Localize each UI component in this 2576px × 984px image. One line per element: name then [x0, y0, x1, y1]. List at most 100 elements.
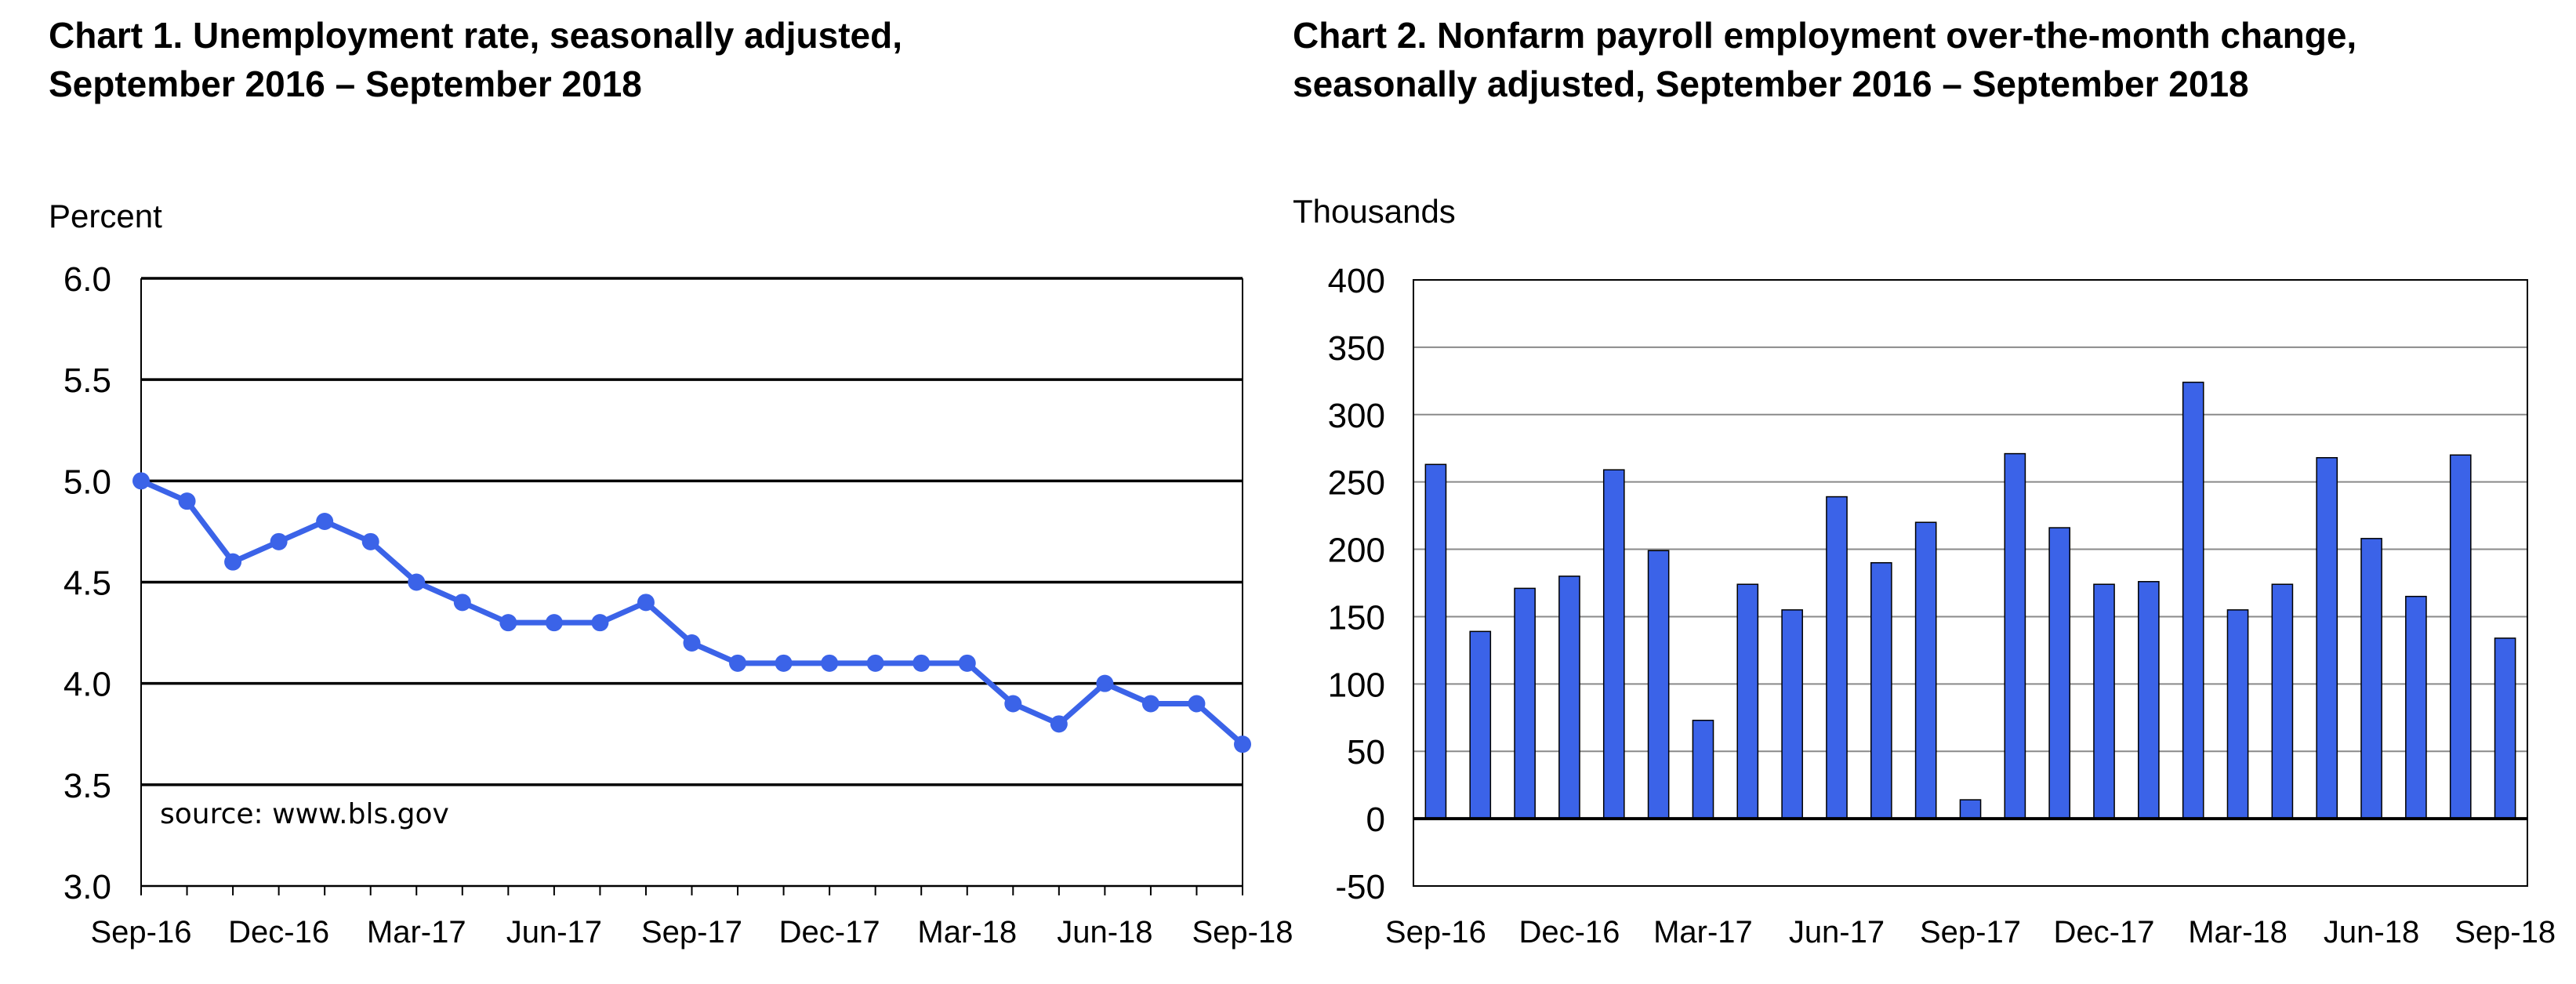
data-point [1234, 735, 1251, 753]
bar [2093, 583, 2115, 819]
x-tick-label: Sep-18 [2454, 915, 2556, 950]
bar [1692, 719, 1714, 819]
y-tick-label: 3.0 [63, 868, 111, 906]
bar [2138, 581, 2160, 819]
series-line-unemployment [140, 478, 1245, 746]
x-tick-label: Mar-18 [917, 915, 1017, 950]
x-tick-label: Sep-16 [91, 915, 192, 950]
data-point [132, 472, 150, 490]
x-tick-label: Dec-16 [1518, 915, 1620, 950]
chart-title-line-2: seasonally adjusted, September 2016 – Se… [1293, 64, 2249, 104]
plot-border [1413, 279, 2528, 887]
y-tick-label: 150 [1328, 598, 1385, 637]
y-tick-label: 4.5 [63, 565, 111, 603]
bar [1959, 799, 1982, 819]
x-tick-label: Dec-17 [779, 915, 880, 950]
data-point [729, 654, 747, 672]
y-tick-label: 350 [1328, 329, 1385, 368]
y-tick-label: 0 [1366, 801, 1385, 839]
x-tick-label: Sep-18 [1192, 915, 1293, 950]
y-tick-label: 300 [1328, 397, 1385, 435]
chart-title-line-1: Chart 2. Nonfarm payroll employment over… [1293, 15, 2357, 56]
data-point [453, 594, 471, 612]
y-tick-label: 5.0 [63, 463, 111, 501]
data-point [866, 654, 884, 672]
data-point [499, 614, 517, 632]
x-tick-label: Dec-17 [2054, 915, 2155, 950]
y-tick-label: 5.5 [63, 361, 111, 400]
data-point [775, 654, 793, 672]
bar [1602, 469, 1625, 819]
line-chart-plot: 6.0 5.5 5.0 4.5 4.0 3.5 3.0 Sep-16 Dec-16 Mar-17 J… [63, 260, 1293, 950]
bar [1424, 463, 1447, 819]
data-point [178, 492, 196, 510]
x-tick-label: Jun-17 [1789, 915, 1885, 950]
data-point [683, 634, 701, 652]
bar [1914, 521, 1937, 819]
bar [2048, 527, 2071, 819]
bar [1826, 496, 1848, 819]
data-point [270, 532, 288, 550]
bar [2494, 637, 2516, 819]
x-tick-label: Jun-18 [2324, 915, 2419, 950]
data-point [1004, 695, 1022, 713]
data-point [224, 553, 242, 571]
data-point [958, 654, 976, 672]
data-point [1188, 695, 1206, 713]
bar [2182, 381, 2204, 819]
data-point [912, 654, 931, 672]
x-tick-label: Sep-17 [1920, 915, 2021, 950]
chart-nonfarm-payroll: Chart 2. Nonfarm payroll employment over… [1288, 0, 2576, 984]
x-tick-label: Sep-17 [641, 915, 742, 950]
bar [2360, 538, 2382, 819]
bar [1647, 550, 1670, 819]
x-tick-label: Dec-16 [228, 915, 329, 950]
bar [2316, 456, 2338, 819]
bar [1469, 630, 1492, 819]
y-tick-label: 200 [1328, 532, 1385, 570]
y-tick-label: -50 [1335, 868, 1385, 906]
chart-title: Chart 1. Unemployment rate, seasonally a… [49, 11, 1225, 108]
bar [2271, 583, 2294, 819]
data-point [591, 614, 609, 632]
data-point [1050, 715, 1068, 733]
x-tick-label: Mar-17 [1653, 915, 1753, 950]
x-tick-label: Jun-18 [1057, 915, 1152, 950]
chart-title-line-2: September 2016 – September 2018 [49, 64, 642, 104]
bar [1558, 576, 1580, 819]
y-tick-label: 100 [1328, 666, 1385, 704]
data-point [408, 573, 426, 591]
y-tick-label: 6.0 [63, 260, 111, 299]
data-point [637, 594, 655, 612]
bar [2449, 454, 2472, 819]
y-axis-unit-label: Thousands [1293, 193, 1456, 230]
data-point [545, 614, 563, 632]
data-point [316, 513, 334, 530]
bar [2405, 595, 2427, 819]
data-point [1141, 695, 1159, 713]
bar [1514, 587, 1536, 819]
chart-unemployment-rate: Chart 1. Unemployment rate, seasonally a… [49, 11, 1293, 950]
y-tick-label: 250 [1328, 464, 1385, 503]
y-tick-label: 3.5 [63, 767, 111, 805]
chart-title: Chart 2. Nonfarm payroll employment over… [1293, 11, 2563, 108]
bar [1870, 561, 1892, 819]
data-point [361, 532, 379, 550]
x-tick-label: Mar-17 [367, 915, 466, 950]
data-point [821, 654, 839, 672]
x-tick-label: Jun-17 [506, 915, 602, 950]
source-annotation: source: www.bls.gov [160, 798, 449, 830]
bar [2004, 452, 2026, 819]
bar [1781, 609, 1803, 819]
x-tick-label: Sep-16 [1385, 915, 1486, 950]
chart-title-line-1: Chart 1. Unemployment rate, seasonally a… [49, 15, 902, 56]
x-tick-label: Mar-18 [2188, 915, 2288, 950]
y-axis-unit-label: Percent [49, 198, 162, 234]
y-tick-label: 50 [1347, 733, 1385, 772]
bar [1736, 583, 1759, 819]
bar [2226, 609, 2249, 819]
y-tick-label: 400 [1328, 262, 1385, 300]
data-point [1096, 674, 1114, 692]
y-tick-label: 4.0 [63, 666, 111, 704]
